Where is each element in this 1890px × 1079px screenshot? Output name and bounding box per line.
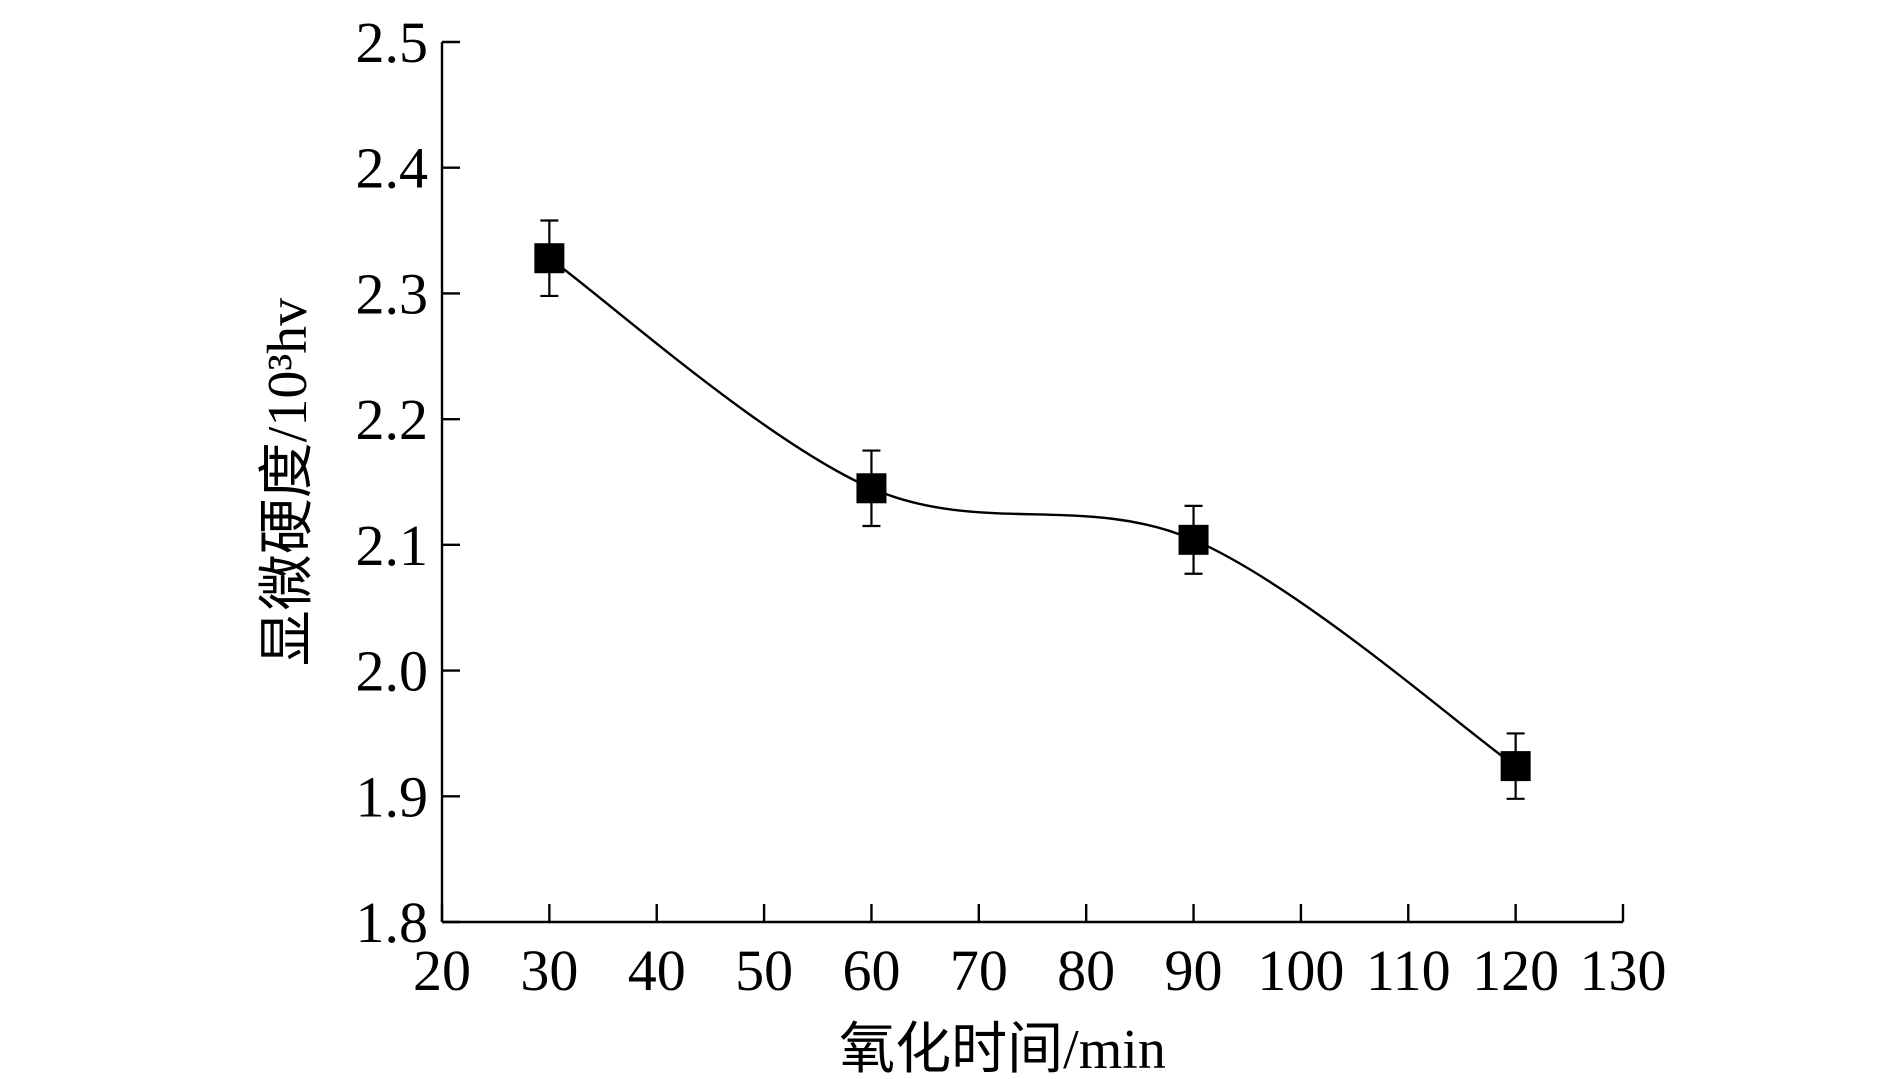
x-axis-title: 氧化时间/min bbox=[839, 1019, 1166, 1079]
y-tick-label: 1.8 bbox=[356, 890, 429, 955]
plot-area bbox=[534, 219, 1531, 800]
y-tick-label: 2.2 bbox=[356, 387, 429, 452]
x-tick-label: 60 bbox=[842, 938, 900, 1003]
y-tick-label: 2.0 bbox=[356, 639, 429, 704]
square-marker bbox=[1178, 524, 1209, 555]
square-marker bbox=[856, 473, 887, 504]
x-tick-label: 40 bbox=[628, 938, 686, 1003]
x-ticks: 20 30 40 50 60 70 80 90 100 110 120 130 bbox=[413, 904, 1667, 1003]
y-tick-label: 2.3 bbox=[356, 261, 429, 326]
y-ticks: 1.8 1.9 2.0 2.1 2.2 2.3 2.4 2.5 bbox=[356, 10, 460, 955]
y-axis-title: 显微硬度/10³hv bbox=[257, 298, 319, 666]
x-tick-label: 90 bbox=[1165, 938, 1223, 1003]
x-tick-label: 80 bbox=[1057, 938, 1115, 1003]
x-tick-label: 100 bbox=[1257, 938, 1344, 1003]
fit-curve bbox=[548, 257, 1517, 768]
x-tick-label: 70 bbox=[950, 938, 1008, 1003]
y-tick-label: 2.5 bbox=[356, 10, 429, 75]
y-tick-label: 2.1 bbox=[356, 513, 429, 578]
data-point bbox=[856, 449, 887, 528]
y-tick-label: 2.4 bbox=[356, 136, 429, 201]
y-tick-label: 1.9 bbox=[356, 764, 429, 829]
data-point bbox=[1500, 732, 1531, 800]
data-point bbox=[534, 219, 565, 298]
axes bbox=[440, 42, 1623, 924]
x-tick-label: 50 bbox=[735, 938, 793, 1003]
x-tick-label: 110 bbox=[1366, 938, 1451, 1003]
square-marker bbox=[534, 243, 565, 274]
x-tick-label: 20 bbox=[413, 938, 471, 1003]
square-marker bbox=[1500, 751, 1531, 782]
data-point bbox=[1178, 504, 1209, 575]
x-tick-label: 30 bbox=[520, 938, 578, 1003]
x-tick-label: 120 bbox=[1472, 938, 1559, 1003]
x-tick-label: 130 bbox=[1580, 938, 1667, 1003]
